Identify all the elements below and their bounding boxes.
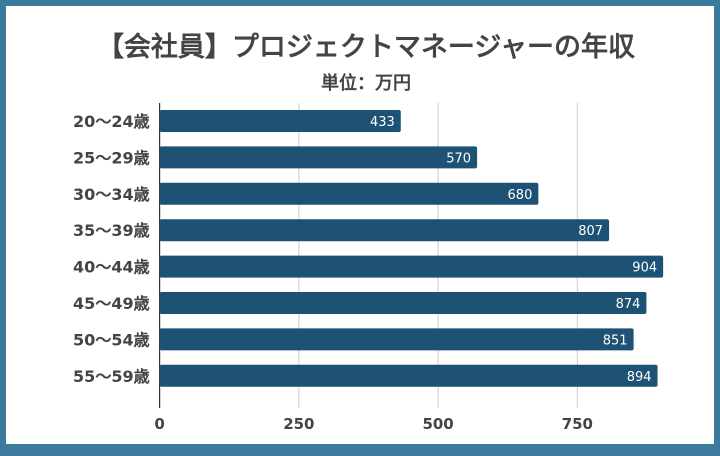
bar <box>159 182 539 205</box>
bar-value-label: 894 <box>627 370 652 385</box>
bar-value-label: 570 <box>446 151 471 166</box>
category-label: 55〜59歳 <box>73 367 150 386</box>
bar-chart: 【会社員】プロジェクトマネージャーの年収 単位：万円 433 570 680 807 9… <box>73 31 664 433</box>
bar-value-label: 680 <box>508 188 533 203</box>
bar-value-label: 874 <box>616 297 641 312</box>
bar <box>159 328 634 351</box>
chart-frame: 【会社員】プロジェクトマネージャーの年収 単位：万円 433 570 680 807 9… <box>6 6 714 444</box>
bar-value-label: 904 <box>632 261 657 276</box>
bar <box>159 292 647 314</box>
category-label: 45〜49歳 <box>73 294 150 313</box>
bar <box>159 110 401 132</box>
x-tick-label: 250 <box>283 415 314 433</box>
category-label: 25〜29歳 <box>73 148 150 167</box>
x-tick-label: 500 <box>422 415 453 433</box>
bar-value-label: 851 <box>603 333 628 348</box>
category-label: 50〜54歳 <box>73 330 150 349</box>
bar <box>159 219 610 242</box>
x-tick-label: 750 <box>562 415 593 433</box>
category-label: 40〜44歳 <box>73 258 150 277</box>
chart-subtitle: 単位：万円 <box>321 72 411 94</box>
bar-value-label: 433 <box>370 115 395 130</box>
category-label: 20〜24歳 <box>73 112 150 131</box>
category-label: 30〜34歳 <box>73 185 150 204</box>
bar-value-label: 807 <box>578 224 603 239</box>
x-tick-label: 0 <box>154 415 164 433</box>
bar <box>159 364 658 387</box>
category-label: 35〜39歳 <box>73 221 150 240</box>
bar <box>159 255 664 278</box>
chart-title: 【会社員】プロジェクトマネージャーの年収 <box>97 31 636 63</box>
bar <box>159 146 478 169</box>
